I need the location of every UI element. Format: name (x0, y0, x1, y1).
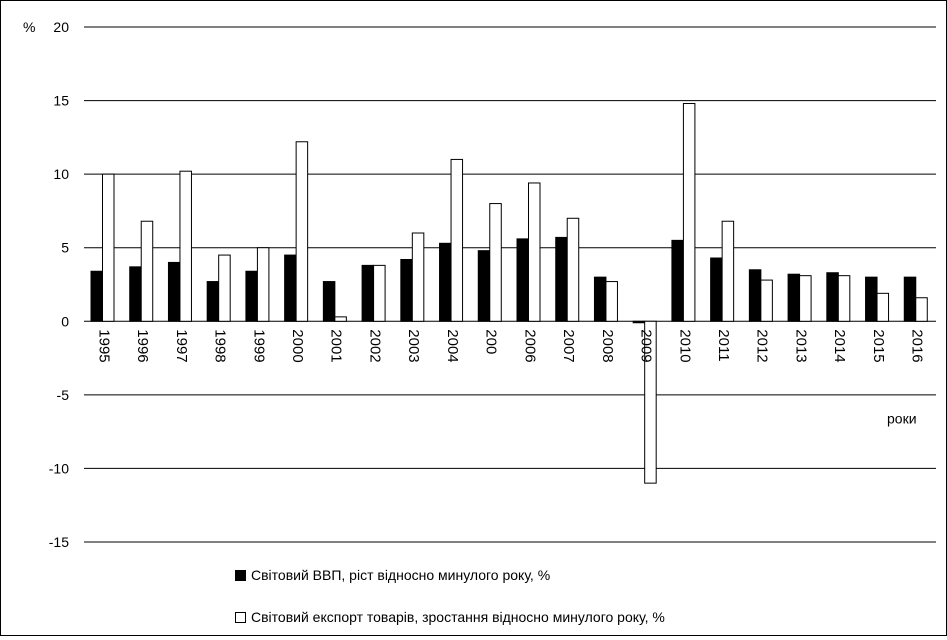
bar-gdp (748, 269, 762, 322)
y-tick-label: 15 (53, 93, 69, 109)
bar-exports (528, 182, 541, 322)
bar-gdp (90, 270, 103, 322)
bar-exports (140, 220, 154, 322)
legend-swatch-exports (235, 611, 246, 623)
bar-gdp (245, 270, 258, 322)
bar-gdp (477, 250, 491, 322)
bar-exports (605, 281, 618, 322)
bar-exports (102, 173, 115, 322)
x-tick-label: 2009 (638, 329, 655, 362)
bar-exports (489, 203, 502, 322)
x-tick-label: 2011 (715, 329, 732, 361)
x-axis-label: роки (887, 410, 917, 426)
bar-exports (295, 141, 309, 322)
y-tick-label: 5 (61, 240, 69, 256)
bar-exports (760, 279, 773, 322)
x-tick-label: 2010 (676, 329, 693, 362)
bar-gdp (439, 242, 452, 322)
legend-swatch-gdp (235, 569, 246, 581)
bar-exports (682, 103, 696, 322)
bar-gdp (632, 320, 646, 324)
bar-gdp (284, 254, 297, 322)
x-tick-label: 2013 (792, 329, 809, 362)
x-tick-label: 2016 (909, 329, 926, 362)
x-tick-label: 2003 (405, 329, 422, 362)
x-tick-label: 1996 (134, 329, 151, 362)
bar-exports (334, 316, 347, 322)
x-tick-label: 1997 (173, 329, 190, 362)
bar-gdp (361, 264, 375, 322)
bar-gdp (322, 281, 336, 322)
bar-gdp (593, 276, 607, 322)
y-tick-label: 0 (61, 313, 69, 329)
bar-exports (566, 217, 580, 322)
x-tick-label: 2001 (328, 329, 345, 362)
legend-label-gdp: Світовий ВВП, ріст відносно минулого рок… (251, 567, 551, 583)
bar-gdp (516, 238, 529, 322)
x-tick-label: 200 (483, 329, 500, 354)
x-tick-label: 2015 (870, 329, 887, 362)
bar-gdp (787, 273, 801, 322)
bar-exports (644, 320, 657, 484)
bar-exports (721, 220, 735, 322)
bar-exports (450, 158, 464, 322)
bar-gdp (903, 276, 917, 322)
bar-gdp (206, 281, 220, 322)
bar-gdp (710, 257, 723, 322)
bar-exports (218, 254, 231, 322)
bar-gdp (555, 236, 568, 322)
bar-gdp (400, 258, 413, 322)
bar-gdp (826, 272, 839, 322)
x-tick-label: 2000 (289, 329, 306, 362)
legend-item-exports: Світовий експорт товарів, зростання відн… (235, 609, 665, 625)
y-tick-label: -15 (49, 534, 69, 550)
bar-gdp (865, 276, 878, 322)
x-tick-label: 2014 (831, 329, 848, 362)
y-axis-label: % (23, 19, 35, 35)
x-tick-label: 1995 (95, 329, 112, 362)
bar-exports (799, 275, 812, 322)
bar-gdp (167, 261, 181, 322)
bar-exports (256, 247, 270, 322)
x-tick-label: 2007 (560, 329, 577, 362)
x-tick-label: 1999 (250, 329, 267, 362)
x-tick-label: 1998 (212, 329, 229, 362)
bar-exports (411, 232, 425, 322)
bar-gdp (129, 266, 142, 322)
bar-exports (179, 170, 192, 322)
x-tick-label: 2004 (444, 329, 461, 362)
x-tick-label: 2012 (754, 329, 771, 362)
y-tick-label: 10 (53, 166, 69, 182)
y-tick-label: -5 (57, 387, 70, 403)
legend-item-gdp: Світовий ВВП, ріст відносно минулого рок… (235, 567, 550, 583)
bar-exports (837, 275, 851, 322)
y-tick-label: 20 (53, 19, 69, 35)
bar-exports (915, 297, 928, 322)
y-tick-label: -10 (49, 460, 69, 476)
x-tick-label: 2008 (599, 329, 616, 362)
bar-gdp (671, 239, 684, 322)
legend-label-exports: Світовий експорт товарів, зростання відн… (251, 609, 665, 625)
bar-exports (876, 292, 890, 322)
x-tick-label: 2002 (366, 329, 383, 362)
bar-exports (373, 264, 386, 322)
x-tick-label: 2006 (521, 329, 538, 362)
